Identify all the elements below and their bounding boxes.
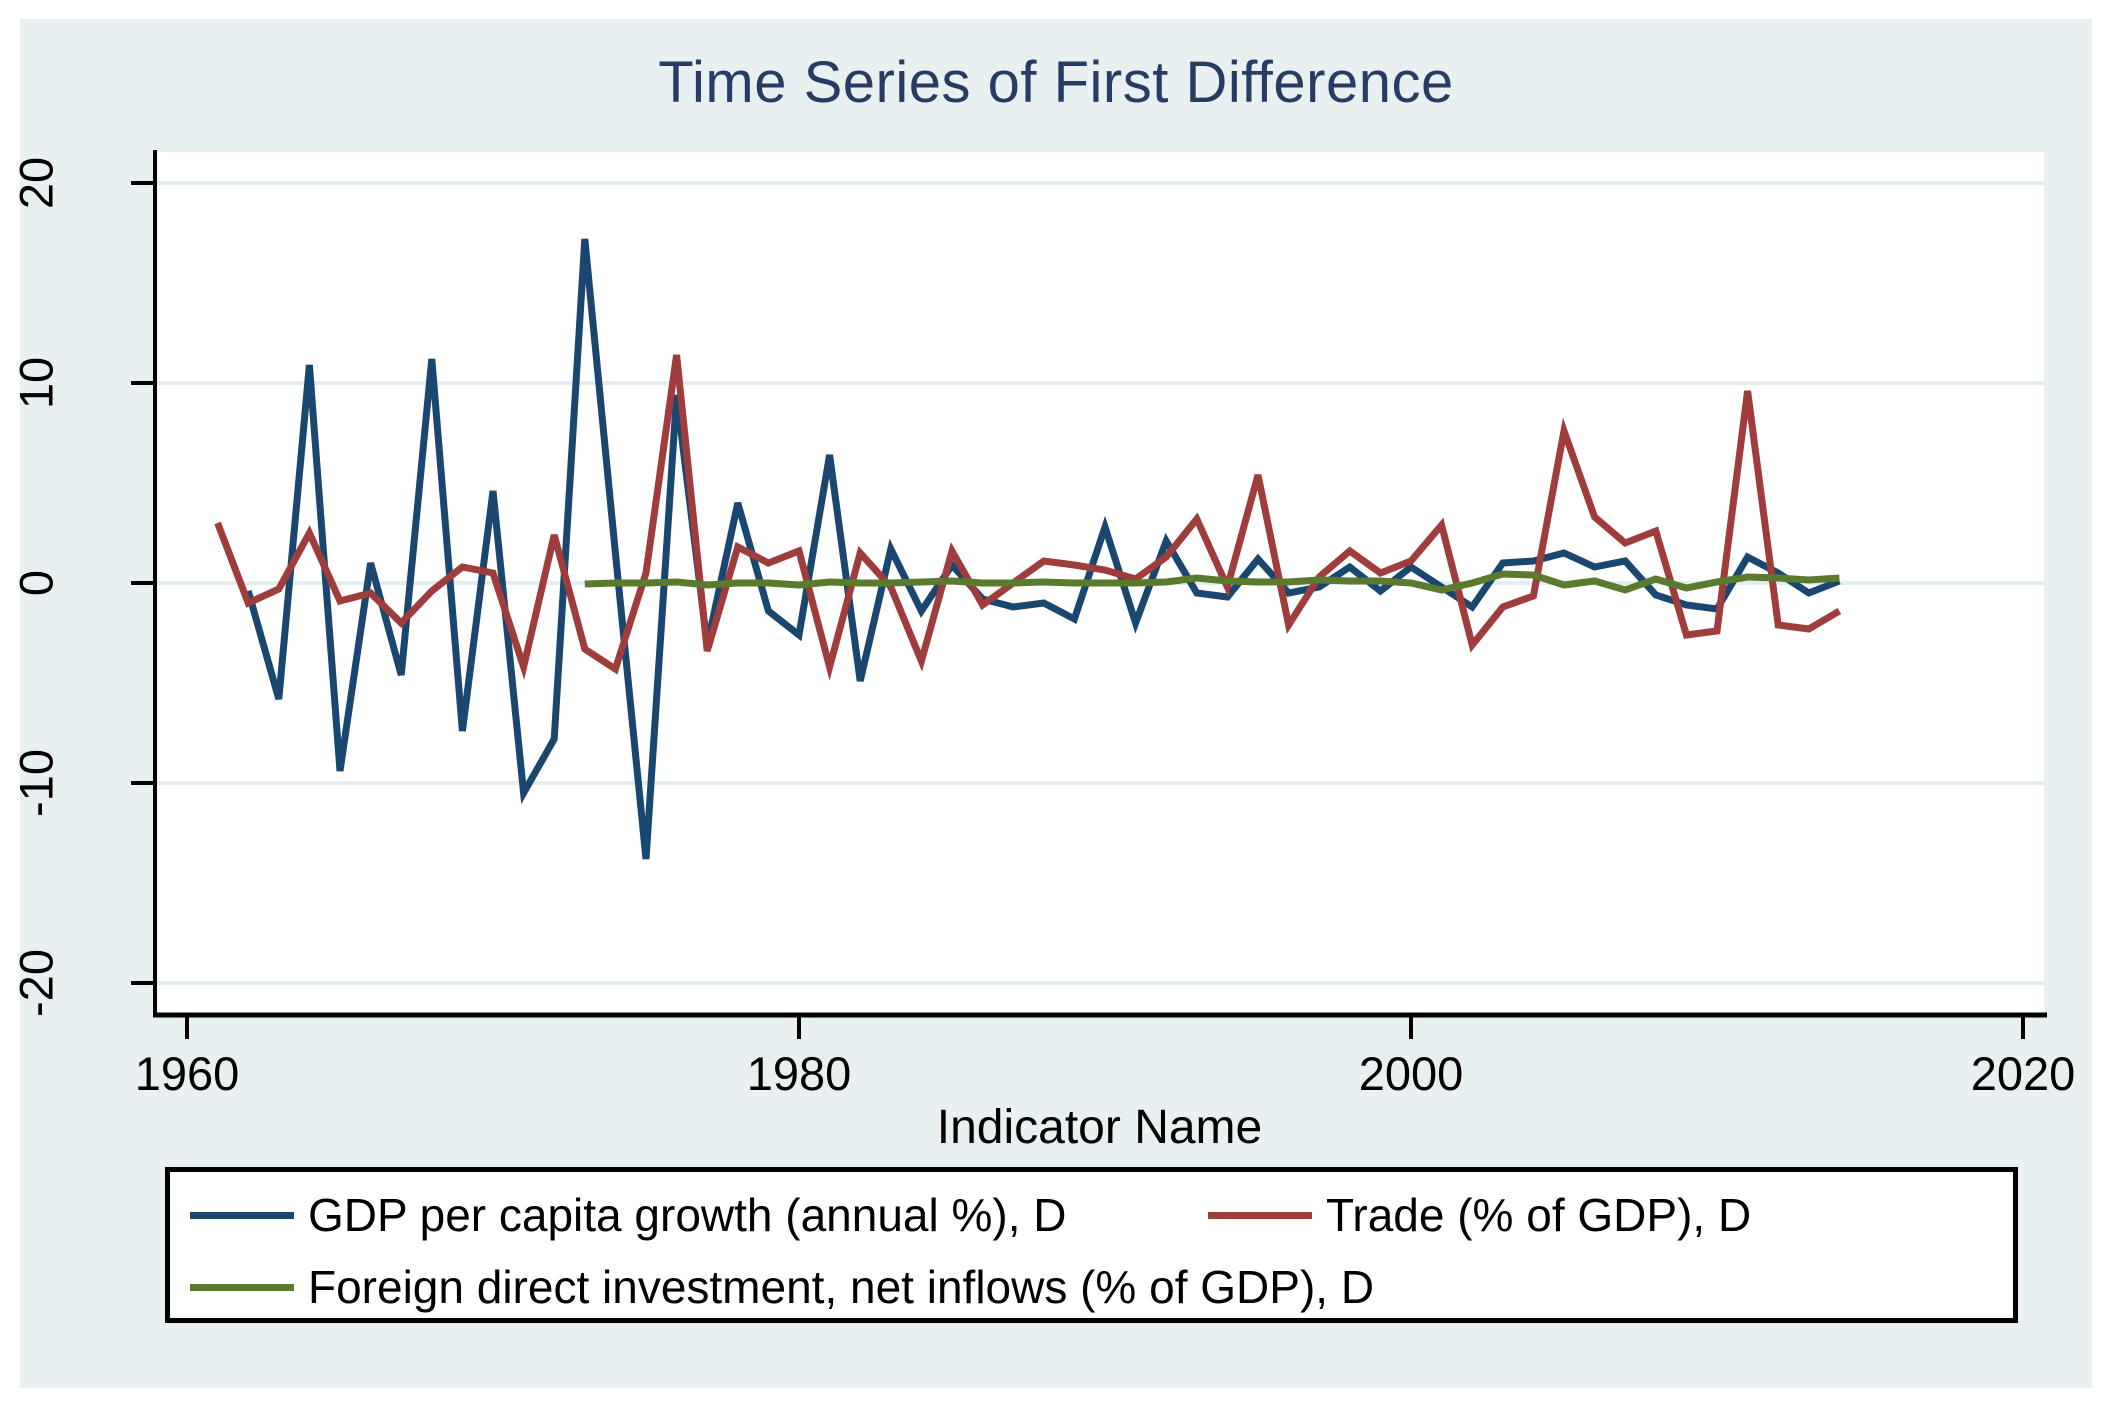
legend-label-trade: Trade (% of GDP), D (1326, 1189, 1752, 1241)
legend-label-gdp: GDP per capita growth (annual %), D (308, 1189, 1067, 1241)
y-tick-label: -20 (10, 949, 63, 1017)
x-tick-label: 2000 (1359, 1047, 1464, 1100)
legend-label-fdi: Foreign direct investment, net inflows (… (308, 1261, 1375, 1313)
legend: GDP per capita growth (annual %), D Trad… (165, 1167, 2018, 1323)
legend-swatch-trade (1208, 1211, 1312, 1219)
legend-item-trade: Trade (% of GDP), D (1208, 1188, 1751, 1242)
x-tick-label: 1960 (135, 1047, 240, 1100)
legend-swatch-fdi (190, 1283, 294, 1291)
y-tick-label: 20 (10, 157, 63, 209)
series-line-1 (214, 354, 1842, 681)
series-line-0 (244, 238, 1841, 860)
x-tick-label: 1980 (747, 1047, 852, 1100)
x-axis-label: Indicator Name (936, 1101, 1263, 1154)
x-tick-label: 2020 (1971, 1047, 2076, 1100)
legend-swatch-gdp (190, 1211, 294, 1219)
y-tick-label: 0 (10, 570, 63, 596)
legend-item-fdi: Foreign direct investment, net inflows (… (190, 1260, 1374, 1314)
legend-item-gdp: GDP per capita growth (annual %), D (190, 1188, 1067, 1242)
y-tick-label: -10 (10, 749, 63, 817)
series-line-2 (584, 570, 1840, 594)
y-tick-label: 10 (10, 357, 63, 409)
chart-title: Time Series of First Difference (658, 50, 1454, 115)
